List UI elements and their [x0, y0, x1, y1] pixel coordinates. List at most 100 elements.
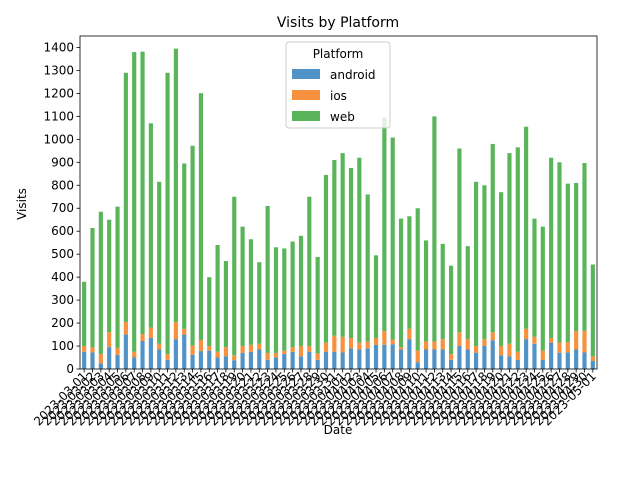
bar-web — [398, 218, 404, 348]
bar-android — [549, 342, 554, 369]
bar-web — [440, 243, 445, 340]
bar-web — [215, 244, 220, 352]
bar-ios — [182, 328, 187, 335]
bar-android — [165, 359, 170, 369]
bar-ios — [198, 340, 203, 352]
bar-android — [157, 349, 162, 369]
bar-ios — [465, 339, 470, 350]
bar-ios — [398, 347, 404, 350]
bar-web — [282, 248, 287, 351]
bar-ios — [407, 328, 412, 340]
bar-ios — [490, 332, 495, 341]
bar-android — [474, 352, 479, 369]
bar-android — [107, 347, 112, 369]
bar-web — [348, 168, 354, 338]
bar-web — [407, 216, 412, 329]
bar-ios — [457, 332, 462, 347]
bar-web — [432, 116, 437, 342]
bar-web — [515, 147, 520, 352]
bar-android — [265, 359, 270, 369]
bar-ios — [157, 343, 162, 350]
bar-web — [290, 241, 295, 348]
bar-web — [540, 226, 545, 351]
y-tick-label: 300 — [51, 293, 74, 307]
bar-android — [298, 356, 304, 369]
y-tick-label: 0 — [66, 362, 74, 376]
axes-group: 0 100 200 300 400 500 600 700 800 900 1000 1100 1200… — [31, 35, 599, 428]
bar-web — [373, 255, 379, 338]
bar-android — [348, 348, 354, 369]
bar-android — [440, 349, 445, 369]
chart-title: Visits by Platform — [277, 15, 399, 31]
bar-android — [540, 359, 545, 369]
bar-web — [257, 262, 262, 344]
bar-web — [182, 163, 187, 329]
bar-ios — [173, 321, 178, 340]
bar-ios — [590, 356, 595, 361]
bar-ios — [524, 328, 529, 340]
bar-android — [232, 360, 237, 369]
bar-android — [398, 349, 404, 369]
bar-android — [223, 356, 229, 369]
bar-ios — [98, 354, 103, 364]
bar-ios — [115, 347, 120, 355]
bar-ios — [440, 339, 445, 350]
bar-ios — [315, 353, 320, 360]
bar-ios — [357, 342, 362, 350]
bar-android — [390, 344, 395, 369]
bar-ios — [165, 354, 170, 360]
bar-android — [123, 334, 128, 369]
bar-web — [157, 181, 162, 344]
bar-ios — [140, 334, 145, 341]
bar-android — [115, 354, 120, 369]
x-axis-label: Date — [324, 423, 353, 437]
bar-web — [465, 246, 470, 340]
bar-ios — [382, 331, 387, 345]
bar-ios — [549, 338, 554, 343]
bar-web — [265, 205, 270, 353]
bar-web — [82, 281, 87, 347]
bar-web — [365, 194, 370, 342]
bar-web — [474, 181, 479, 347]
bar-web — [499, 192, 504, 347]
bar-android — [248, 351, 254, 369]
bar-android — [532, 343, 537, 369]
bar-android — [273, 357, 279, 369]
y-tick-label: 1200 — [43, 86, 74, 100]
bar-web — [357, 157, 362, 343]
bar-web — [482, 185, 487, 340]
y-tick-label: 200 — [51, 316, 74, 330]
bar-android — [215, 357, 220, 369]
bar-web — [107, 219, 112, 333]
y-tick-label: 500 — [51, 247, 74, 261]
y-tick-label: 900 — [51, 155, 74, 169]
bar-android — [432, 349, 437, 369]
bar-android — [148, 338, 153, 369]
bar-ios — [582, 330, 587, 353]
bar-ios — [82, 346, 87, 352]
bar-web — [148, 123, 153, 328]
bar-web — [198, 93, 203, 341]
bar-android — [382, 344, 387, 369]
bar-web — [165, 72, 170, 355]
bar-android — [198, 351, 203, 369]
bar-ios — [373, 338, 379, 345]
bar-web — [557, 162, 562, 343]
legend-frame — [285, 41, 391, 129]
bar-android — [465, 349, 470, 369]
bar-ios — [415, 350, 420, 363]
bar-web — [315, 256, 320, 354]
bar-web — [232, 196, 237, 356]
bar-android — [182, 334, 187, 369]
bar-ios — [565, 342, 570, 353]
bar-web — [332, 160, 337, 336]
bar-android — [132, 357, 137, 369]
legend-swatch-web — [292, 111, 320, 121]
bar-ios — [540, 350, 545, 360]
bar-android — [315, 359, 320, 369]
legend-swatch-ios — [292, 90, 320, 100]
legend-label-ios: ios — [330, 89, 347, 103]
bar-android — [173, 339, 178, 369]
y-tick-label: 700 — [51, 201, 74, 215]
